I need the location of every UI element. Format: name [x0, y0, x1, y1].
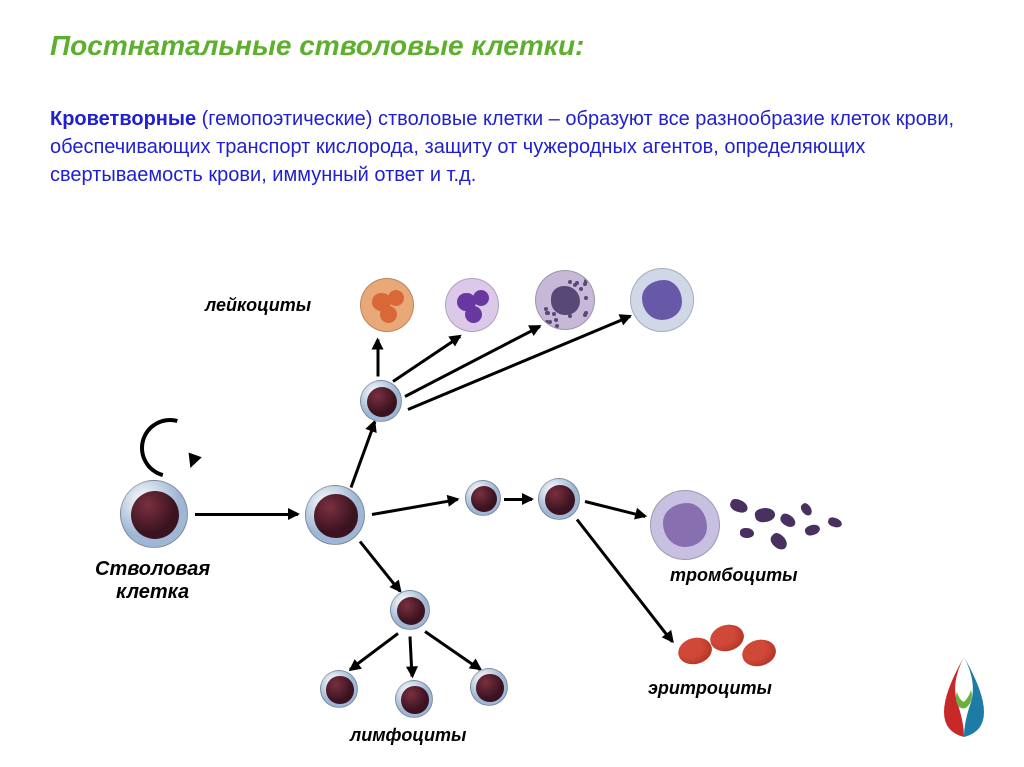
progenitor_1-cell — [305, 485, 365, 545]
platelet — [804, 523, 822, 538]
leuk2 — [445, 278, 499, 332]
platelet — [728, 497, 749, 514]
arrow — [377, 340, 380, 377]
description-lead: Кроветворные — [50, 108, 196, 130]
arrow — [424, 630, 481, 670]
label-leukocytes: лейкоциты — [205, 295, 311, 316]
label-lymphocytes: лимфоциты — [350, 725, 466, 746]
leuk4 — [630, 268, 694, 332]
description-text: Кроветворные (гемопоэтические) стволовые… — [50, 105, 964, 189]
page-title: Постнатальные стволовые клетки: — [50, 30, 584, 62]
arrow — [195, 513, 298, 516]
platelet — [827, 516, 843, 528]
arrow — [409, 636, 414, 676]
arrow — [392, 335, 461, 382]
platelet — [768, 531, 790, 553]
erythrocyte-cell — [707, 621, 746, 654]
label-thrombocytes: тромбоциты — [670, 565, 797, 586]
prog_top-cell — [360, 380, 402, 422]
brand-logo — [929, 652, 999, 742]
megakaryocyte — [650, 490, 720, 560]
platelet — [754, 506, 776, 523]
erythrocyte-cell — [675, 634, 714, 667]
platelet — [778, 512, 797, 530]
stem_main-cell — [120, 480, 188, 548]
prog_mid_small-cell — [465, 480, 501, 516]
self-renewal-arrow — [129, 407, 211, 489]
arrow — [372, 498, 459, 516]
label-stem_cell: Стволовая клетка — [95, 558, 210, 604]
lymph3-cell — [470, 668, 508, 706]
arrow — [350, 421, 377, 488]
leuk3 — [535, 270, 595, 330]
prog_mid-cell — [538, 478, 580, 520]
arrow — [585, 500, 646, 518]
arrow — [504, 498, 532, 501]
lymph1-cell — [320, 670, 358, 708]
label-erythrocytes: эритроциты — [648, 678, 772, 699]
erythrocyte-cell — [739, 636, 778, 669]
hematopoiesis-diagram: Стволовая клетка лейкоциты тромбоциты эритр… — [60, 260, 920, 740]
platelet — [740, 528, 754, 538]
arrow — [349, 632, 399, 670]
arrow — [359, 541, 401, 593]
prog_bot-cell — [390, 590, 430, 630]
lymph2-cell — [395, 680, 433, 718]
platelet — [799, 502, 814, 518]
arrow — [407, 315, 630, 411]
leuk1 — [360, 278, 414, 332]
